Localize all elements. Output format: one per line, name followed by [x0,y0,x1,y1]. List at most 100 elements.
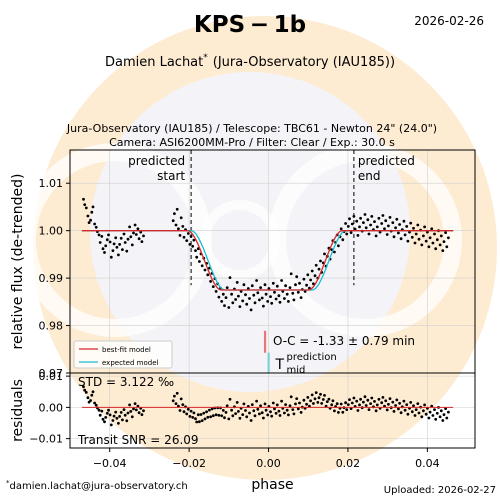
residual-point [380,401,384,405]
residual-point [395,398,399,402]
residual-point [445,416,449,420]
residual-point [312,402,315,405]
data-point [174,223,178,227]
residual-point [356,409,360,412]
data-point [214,290,218,293]
data-point [288,286,292,289]
residual-point [302,398,306,402]
data-point [312,282,315,286]
residual-point [278,414,282,417]
data-point [359,216,362,220]
residual-point [430,404,434,408]
data-point [435,238,439,242]
residual-point [189,409,193,413]
chart-title: KPS − 1b [194,12,306,38]
residual-point [220,414,224,418]
data-point [399,237,403,241]
residual-point [339,402,343,406]
residual-point [137,411,141,415]
residual-point [107,408,110,412]
data-point [303,290,307,293]
data-point [194,249,197,253]
data-point [408,230,411,234]
residual-point [283,411,286,415]
data-point [398,223,401,226]
data-point [188,243,192,246]
residual-point [364,404,368,407]
residual-point [397,407,400,411]
residual-point [248,411,251,415]
data-point [246,287,250,290]
data-point [424,239,428,243]
residual-point [363,395,367,399]
residual-point [136,404,140,408]
residual-point [90,393,94,397]
data-point [118,243,121,246]
residual-point [91,390,95,394]
data-point [345,232,349,236]
data-point [87,221,91,225]
residual-point [299,411,303,414]
residual-point [310,393,314,397]
data-point [189,235,193,238]
residual-point [424,412,428,416]
residual-point [175,391,179,395]
residual-point [358,403,361,407]
data-point [333,250,336,254]
data-point [366,218,370,222]
data-point [310,269,314,273]
residual-point [242,402,246,406]
data-point [235,281,239,284]
data-point [90,210,94,214]
data-point [423,225,426,229]
residual-point [256,407,260,411]
data-point [302,277,306,281]
residual-point [417,411,421,415]
residual-point [370,396,374,400]
residual-point [238,416,242,420]
data-point [299,296,303,299]
data-point [185,239,189,243]
residual-point [173,394,176,398]
residual-point [259,404,262,408]
data-point [384,219,388,223]
residual-point [205,410,209,414]
main-y-tick-label: 0.98 [39,320,64,333]
data-point [434,247,438,251]
data-point [291,291,295,295]
data-point [355,219,359,223]
data-point [179,216,183,220]
data-point [89,218,92,222]
data-point [348,217,351,221]
data-point [374,234,378,238]
residual-point [291,408,295,411]
residuals-y-tick-label: 0.01 [39,370,64,383]
author-line: Damien Lachat* (Jura-Observatory (IAU185)… [105,53,395,70]
data-point [392,235,396,239]
data-point [234,298,238,301]
data-point [417,237,421,241]
data-point [427,245,431,249]
residual-point [121,418,124,422]
residual-point [241,413,245,416]
author-name: Damien Lachat [105,55,203,70]
residual-point [294,402,297,406]
data-point [97,233,101,237]
data-point [391,221,395,225]
data-point [409,221,413,225]
residual-point [231,414,235,418]
data-point [385,233,389,236]
residual-point [209,415,213,419]
data-point [394,226,397,230]
data-point [181,225,185,228]
residual-point [104,416,108,419]
main-y-tick-label: 1.01 [39,177,64,190]
data-point [221,292,225,296]
data-point [224,296,228,299]
data-point [353,227,357,231]
data-point [203,268,207,272]
data-point [414,232,418,236]
residual-point [250,403,254,406]
residual-point [253,414,257,418]
x-tick-label: 0.02 [336,457,361,470]
